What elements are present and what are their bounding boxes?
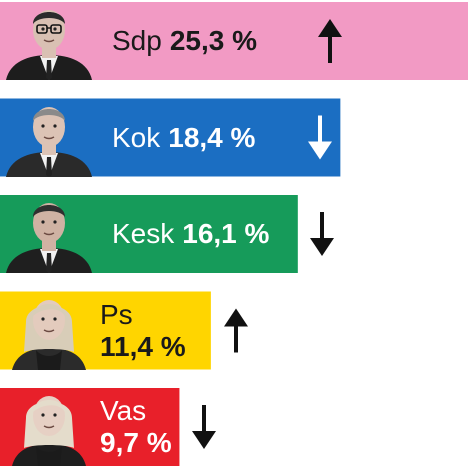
value-label: 18,4 % — [168, 121, 256, 153]
arrow-up-icon — [224, 308, 248, 353]
portrait-graphic — [12, 299, 86, 370]
portrait-kok — [4, 99, 94, 177]
arrow-up-icon — [318, 19, 342, 63]
bar-label-ps: Ps 11,4 % — [100, 292, 186, 370]
party-name: Sdp — [112, 25, 162, 56]
portrait-sdp — [4, 2, 94, 80]
portrait-graphic — [6, 203, 92, 273]
party-name: Vas — [100, 395, 147, 426]
party-name: Kok — [112, 121, 161, 153]
arrow-down-icon — [310, 212, 334, 256]
arrow-down-icon — [192, 405, 216, 449]
portrait-graphic — [6, 106, 92, 177]
value-label: 11,4 % — [100, 330, 186, 362]
bar-label-kesk: Kesk 16,1 % — [112, 195, 269, 273]
portrait-kesk — [4, 195, 94, 273]
portrait-vas — [4, 388, 94, 466]
bar-label-sdp: Sdp 25,3 % — [112, 2, 257, 80]
portrait-graphic — [12, 396, 86, 466]
party-name: Ps — [100, 298, 133, 330]
value-label: 9,7 % — [100, 427, 172, 458]
portrait-ps — [4, 292, 94, 370]
bar-label-kok: Kok 18,4 % — [112, 99, 255, 177]
bar-label-vas: Vas 9,7 % — [100, 388, 172, 466]
arrow-down-icon — [308, 115, 332, 160]
value-label: 25,3 % — [169, 25, 257, 56]
value-label: 16,1 % — [182, 218, 270, 249]
party-name: Kesk — [112, 218, 175, 249]
portrait-graphic — [6, 10, 92, 80]
